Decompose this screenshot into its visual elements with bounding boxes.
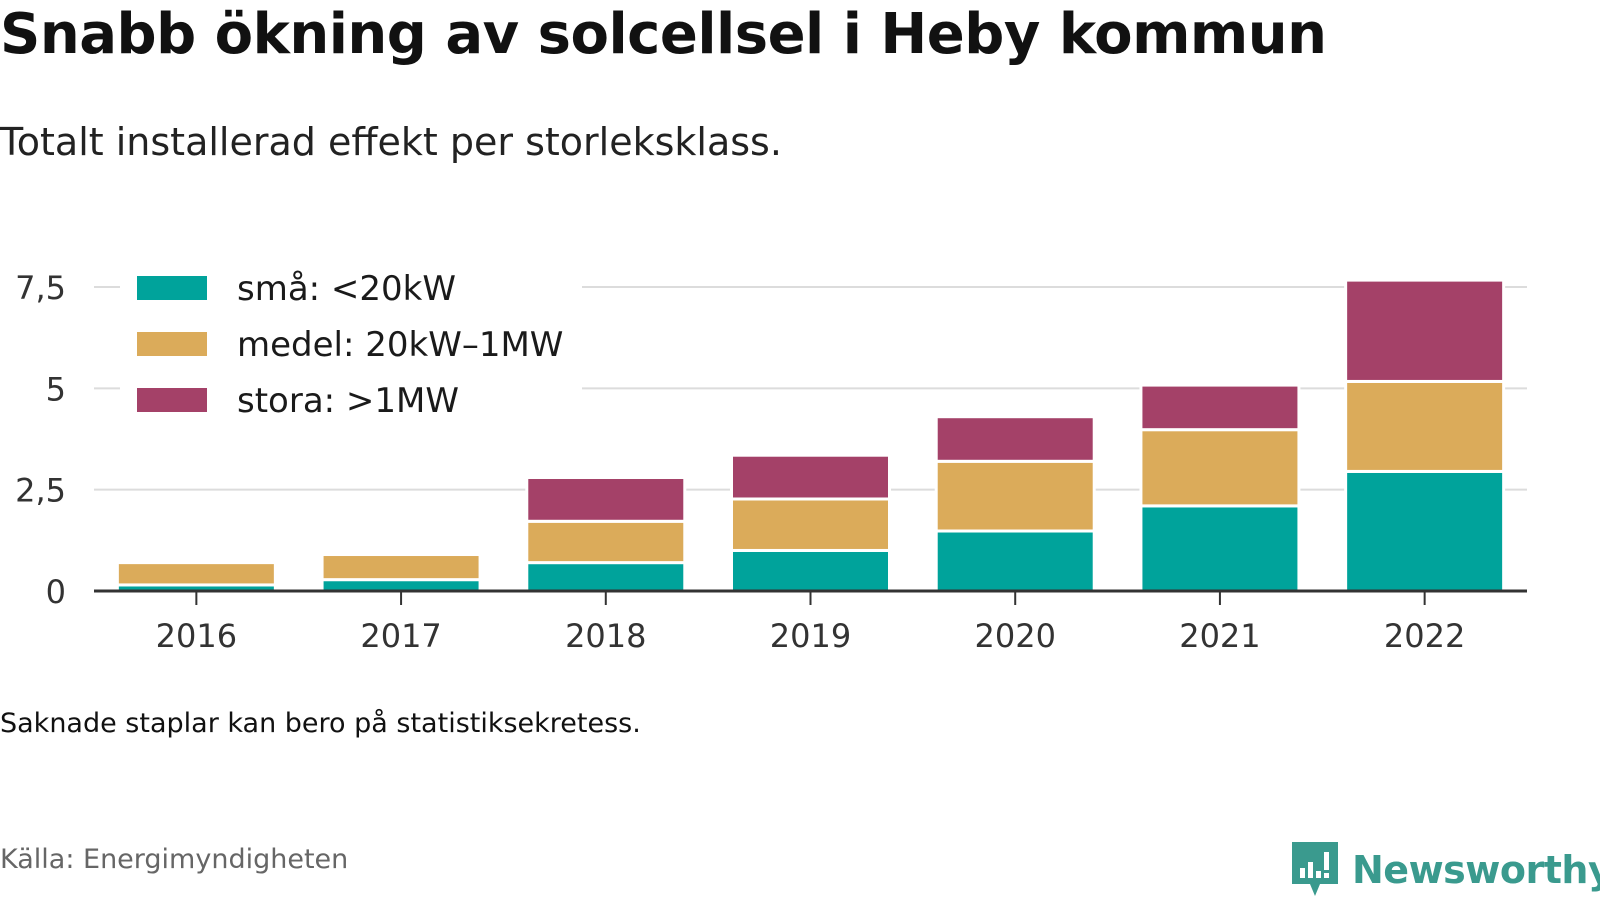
x-tick-label: 2016 xyxy=(156,617,237,655)
chart-title: Snabb ökning av solcellsel i Heby kommun xyxy=(0,2,1327,67)
bar-segment xyxy=(320,578,482,593)
legend: små: <20kW medel: 20kW–1MW stora: >1MW xyxy=(120,262,582,432)
axes: 0 2,5 5 7,5 2016 2017 2018 2019 2020 2021 2022 xyxy=(15,269,1527,655)
x-tick-label: 2019 xyxy=(770,617,851,655)
chart-subtitle: Totalt installerad effekt per storlekskl… xyxy=(0,120,782,164)
bar-segment xyxy=(1139,428,1301,508)
x-tick-label: 2018 xyxy=(565,617,646,655)
bar-segment xyxy=(730,548,891,593)
bar-segment xyxy=(1344,379,1506,473)
bar-segment xyxy=(1139,504,1301,593)
bar-segment xyxy=(525,519,687,565)
bar-segment xyxy=(1344,469,1506,593)
bar-segment xyxy=(934,529,1096,593)
bar-segment xyxy=(1344,278,1506,383)
source-credit: Källa: Energimyndigheten xyxy=(0,844,349,875)
bar-segment xyxy=(730,453,891,501)
legend-label: stora: >1MW xyxy=(237,381,459,421)
bar-segment xyxy=(934,459,1096,533)
legend-swatch xyxy=(137,276,207,300)
legend-swatch xyxy=(137,332,207,356)
bar-segment xyxy=(320,553,482,582)
y-tick-label: 7,5 xyxy=(15,269,66,307)
y-tick-label: 5 xyxy=(46,370,66,408)
legend-label: små: <20kW xyxy=(237,269,456,309)
x-tick-label: 2017 xyxy=(360,617,441,655)
footnote: Saknade staplar kan bero på statistiksek… xyxy=(0,708,641,739)
bar-segment xyxy=(115,561,277,587)
x-tick-label: 2020 xyxy=(974,617,1055,655)
brand-logo: Newsworthy xyxy=(1290,840,1600,900)
y-tick-label: 2,5 xyxy=(15,472,66,510)
stacked-bar-chart: 0 2,5 5 7,5 2016 2017 2018 2019 2020 2021 2022 små… xyxy=(15,262,1527,655)
legend-swatch xyxy=(137,388,207,412)
brand-name: Newsworthy xyxy=(1352,848,1600,892)
bar-segment xyxy=(730,497,891,552)
bar-segment xyxy=(1139,383,1301,432)
y-tick-label: 0 xyxy=(46,573,66,611)
bar-segment xyxy=(934,415,1096,463)
x-tick-label: 2022 xyxy=(1384,617,1465,655)
bar-segment xyxy=(525,561,687,593)
legend-label: medel: 20kW–1MW xyxy=(237,325,563,365)
bars xyxy=(115,278,1506,593)
x-tick-label: 2021 xyxy=(1179,617,1260,655)
bar-segment xyxy=(525,476,687,523)
newsworthy-logo-icon xyxy=(1292,842,1338,896)
